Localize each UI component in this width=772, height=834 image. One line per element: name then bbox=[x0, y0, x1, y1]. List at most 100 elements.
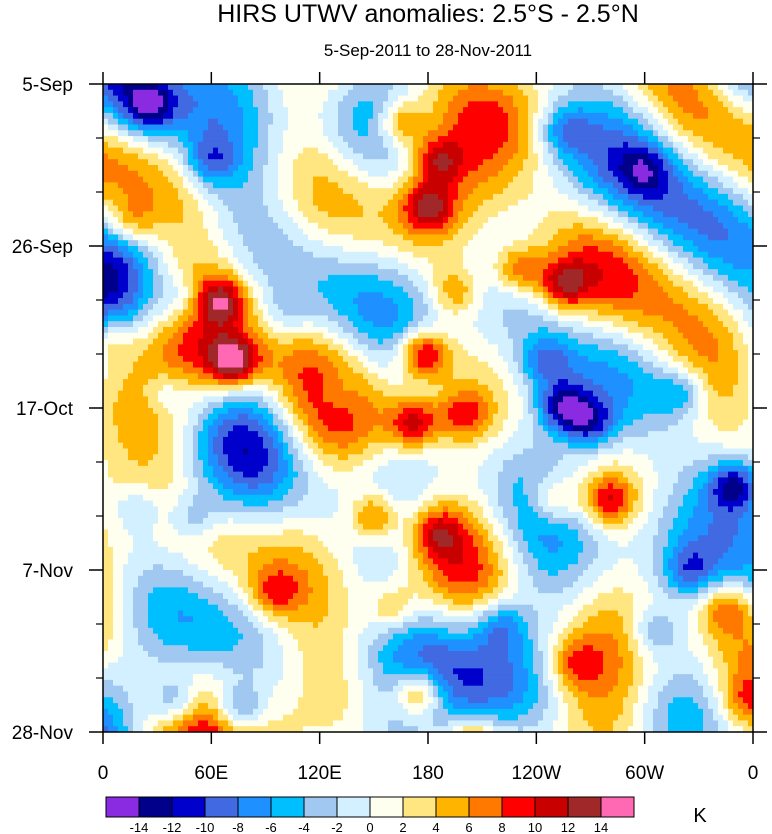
field-cell bbox=[568, 246, 574, 253]
field-cell bbox=[278, 84, 284, 91]
field-cell bbox=[328, 222, 334, 230]
field-cell bbox=[513, 257, 519, 264]
field-cell bbox=[563, 124, 569, 131]
field-cell bbox=[588, 176, 594, 183]
field-cell bbox=[328, 182, 334, 189]
field-cell bbox=[383, 228, 389, 236]
field-cell bbox=[673, 298, 679, 305]
field-cell bbox=[433, 222, 439, 230]
field-cell bbox=[408, 182, 414, 189]
field-cell bbox=[308, 205, 314, 212]
field-cell bbox=[503, 176, 509, 183]
field-cell bbox=[323, 136, 329, 143]
field-cell bbox=[393, 234, 399, 241]
field-cell bbox=[153, 188, 159, 195]
field-cell bbox=[223, 182, 229, 189]
field-cell bbox=[323, 274, 329, 282]
field-cell bbox=[408, 251, 414, 259]
field-cell bbox=[153, 228, 159, 236]
field-cell bbox=[708, 107, 714, 114]
field-cell bbox=[643, 205, 649, 212]
field-cell bbox=[613, 107, 619, 114]
field-cell bbox=[143, 234, 149, 241]
field-cell bbox=[638, 107, 644, 114]
field-cell bbox=[408, 222, 414, 230]
field-cell bbox=[673, 141, 679, 149]
field-cell bbox=[688, 176, 694, 183]
field-cell bbox=[623, 130, 629, 137]
field-cell bbox=[558, 269, 564, 276]
field-cell bbox=[323, 222, 329, 230]
field-cell bbox=[233, 298, 239, 305]
field-cell bbox=[593, 280, 599, 288]
field-cell bbox=[653, 274, 659, 282]
field-cell bbox=[658, 286, 664, 293]
field-cell bbox=[668, 124, 674, 131]
field-cell bbox=[578, 95, 584, 102]
field-cell bbox=[693, 292, 699, 299]
field-cell bbox=[603, 89, 609, 97]
field-cell bbox=[423, 298, 429, 305]
field-cell bbox=[533, 159, 539, 166]
field-cell bbox=[633, 228, 639, 236]
field-cell bbox=[353, 234, 359, 241]
field-cell bbox=[128, 240, 134, 247]
field-cell bbox=[213, 211, 219, 218]
field-cell bbox=[728, 107, 734, 114]
field-cell bbox=[618, 165, 624, 172]
field-cell bbox=[518, 257, 524, 264]
field-cell bbox=[733, 217, 739, 224]
field-cell bbox=[173, 107, 179, 114]
field-cell bbox=[238, 217, 244, 224]
field-cell bbox=[398, 251, 404, 259]
field-cell bbox=[368, 257, 374, 264]
field-cell bbox=[738, 95, 744, 102]
field-cell bbox=[318, 240, 324, 247]
field-cell bbox=[348, 269, 354, 276]
field-cell bbox=[573, 101, 579, 108]
field-cell bbox=[743, 165, 749, 172]
field-cell bbox=[388, 257, 394, 264]
field-cell bbox=[743, 269, 749, 276]
field-cell bbox=[293, 95, 299, 102]
field-cell bbox=[408, 199, 414, 207]
field-cell bbox=[168, 240, 174, 247]
field-cell bbox=[523, 205, 529, 212]
field-cell bbox=[128, 303, 134, 311]
field-cell bbox=[308, 246, 314, 253]
field-cell bbox=[493, 159, 499, 166]
field-cell bbox=[303, 130, 309, 137]
field-cell bbox=[458, 84, 464, 91]
field-cell bbox=[263, 176, 269, 183]
field-cell bbox=[383, 251, 389, 259]
field-cell bbox=[518, 165, 524, 172]
field-cell bbox=[698, 217, 704, 224]
field-cell bbox=[748, 182, 753, 189]
field-cell bbox=[373, 257, 379, 264]
field-cell bbox=[373, 112, 379, 120]
field-cell bbox=[463, 89, 469, 97]
field-cell bbox=[413, 165, 419, 172]
field-cell bbox=[633, 217, 639, 224]
field-cell bbox=[153, 269, 159, 276]
field-cell bbox=[523, 240, 529, 247]
field-cell bbox=[723, 292, 729, 299]
field-cell bbox=[493, 124, 499, 131]
field-cell bbox=[308, 165, 314, 172]
field-cell bbox=[743, 107, 749, 114]
field-cell bbox=[338, 303, 344, 311]
field-cell bbox=[218, 193, 224, 201]
field-cell bbox=[213, 84, 219, 91]
field-cell bbox=[238, 130, 244, 137]
field-cell bbox=[558, 193, 564, 201]
field-cell bbox=[188, 217, 194, 224]
field-cell bbox=[548, 234, 554, 241]
field-cell bbox=[643, 188, 649, 195]
field-cell bbox=[643, 153, 649, 160]
field-cell bbox=[233, 107, 239, 114]
field-cell bbox=[113, 222, 119, 230]
field-cell bbox=[538, 153, 544, 160]
field-cell bbox=[508, 84, 514, 91]
field-cell bbox=[703, 182, 709, 189]
field-cell bbox=[403, 292, 409, 299]
